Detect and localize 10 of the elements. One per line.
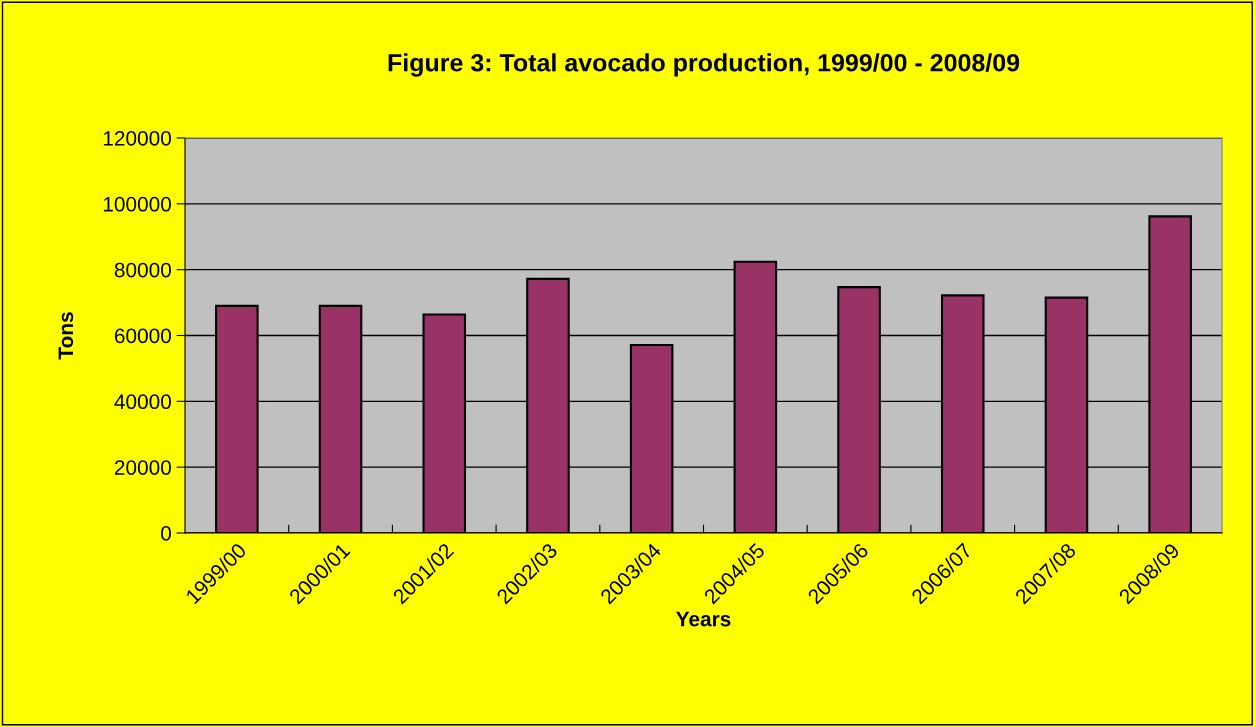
- y-axis-title: Tons: [58, 312, 74, 360]
- y-tick-label: 80000: [114, 262, 171, 278]
- x-axis-title: Years: [676, 611, 731, 627]
- y-tick-label: 60000: [114, 328, 171, 344]
- y-tick-label: 0: [161, 526, 171, 541]
- y-tick-label: 20000: [114, 460, 171, 475]
- y-tick-label: 100000: [103, 196, 171, 212]
- chart-title: Figure 3: Total avocado production, 1999/00 - 2008/09: [388, 53, 1020, 77]
- y-tick-label: 120000: [103, 131, 171, 146]
- y-tick-label: 40000: [114, 394, 171, 410]
